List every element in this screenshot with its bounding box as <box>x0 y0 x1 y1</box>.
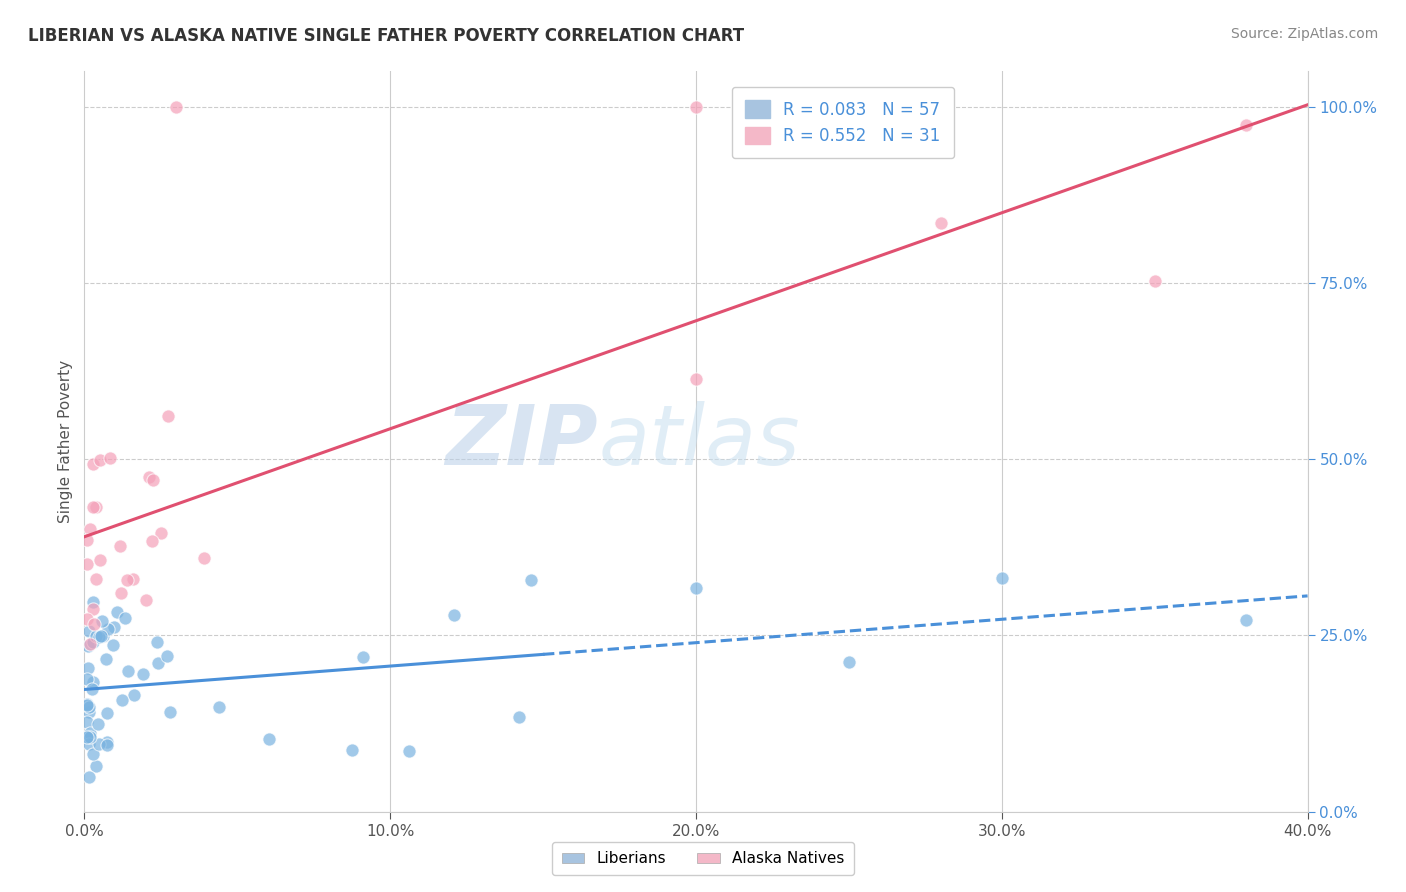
Point <box>398 744 420 758</box>
Text: atlas: atlas <box>598 401 800 482</box>
Point <box>96 622 118 636</box>
Point <box>79 737 101 751</box>
Point <box>838 656 860 670</box>
Point <box>77 770 100 784</box>
Point <box>89 737 111 751</box>
Point <box>208 699 231 714</box>
Point <box>929 216 952 230</box>
Point <box>76 661 98 675</box>
Point <box>1236 613 1258 627</box>
Point <box>96 739 118 753</box>
Point <box>146 656 169 670</box>
Point <box>87 630 110 644</box>
Point <box>76 672 98 686</box>
Point <box>89 453 111 467</box>
Point <box>76 730 98 744</box>
Point <box>146 635 169 649</box>
Point <box>991 571 1014 585</box>
Point <box>101 638 124 652</box>
Point <box>89 553 111 567</box>
Legend: Liberians, Alaska Natives: Liberians, Alaska Natives <box>553 842 853 875</box>
Point <box>84 629 107 643</box>
Text: ZIP: ZIP <box>446 401 598 482</box>
Point <box>76 730 98 744</box>
Point <box>77 639 100 653</box>
Point <box>82 595 104 609</box>
Point <box>76 557 98 571</box>
Legend: R = 0.083   N = 57, R = 0.552   N = 31: R = 0.083 N = 57, R = 0.552 N = 31 <box>731 87 953 159</box>
Point <box>87 717 110 731</box>
Point <box>141 533 163 548</box>
Point <box>352 649 374 664</box>
Point <box>135 593 157 607</box>
Point <box>105 605 128 619</box>
Point <box>77 700 100 714</box>
Point <box>82 675 104 690</box>
Point <box>142 473 165 487</box>
Point <box>90 629 112 643</box>
Point <box>114 610 136 624</box>
Point <box>84 500 107 514</box>
Point <box>77 705 100 719</box>
Point <box>79 522 101 536</box>
Point <box>193 551 215 566</box>
Point <box>103 620 125 634</box>
Text: Source: ZipAtlas.com: Source: ZipAtlas.com <box>1230 27 1378 41</box>
Point <box>98 450 121 465</box>
Point <box>82 500 104 515</box>
Point <box>76 715 98 730</box>
Point <box>83 616 105 631</box>
Point <box>1143 274 1166 288</box>
Point <box>91 628 114 642</box>
Point <box>508 709 530 723</box>
Y-axis label: Single Father Poverty: Single Father Poverty <box>58 360 73 523</box>
Point <box>685 372 707 386</box>
Point <box>80 681 103 696</box>
Point <box>96 706 118 721</box>
Point <box>149 526 172 541</box>
Point <box>685 100 707 114</box>
Point <box>76 698 98 712</box>
Point <box>91 615 114 629</box>
Point <box>77 624 100 638</box>
Point <box>132 667 155 681</box>
Point <box>159 705 181 719</box>
Point <box>138 470 160 484</box>
Point <box>84 572 107 586</box>
Point <box>79 726 101 740</box>
Point <box>685 582 707 596</box>
Text: LIBERIAN VS ALASKA NATIVE SINGLE FATHER POVERTY CORRELATION CHART: LIBERIAN VS ALASKA NATIVE SINGLE FATHER … <box>28 27 744 45</box>
Point <box>76 533 98 547</box>
Point <box>156 649 179 664</box>
Point <box>82 601 104 615</box>
Point <box>165 100 187 114</box>
Point <box>115 573 138 587</box>
Point <box>117 664 139 678</box>
Point <box>122 688 145 702</box>
Point <box>76 697 98 711</box>
Point <box>84 759 107 773</box>
Point <box>157 409 180 423</box>
Point <box>520 574 543 588</box>
Point <box>1236 118 1258 132</box>
Point <box>82 458 104 472</box>
Point <box>76 611 98 625</box>
Point <box>259 731 281 746</box>
Point <box>96 734 118 748</box>
Point <box>108 539 131 553</box>
Point <box>121 572 143 586</box>
Point <box>342 743 364 757</box>
Point <box>82 747 104 762</box>
Point <box>82 635 104 649</box>
Point <box>110 586 132 600</box>
Point <box>79 637 101 651</box>
Point <box>79 731 101 745</box>
Point <box>111 692 134 706</box>
Point <box>443 607 465 622</box>
Point <box>96 651 118 665</box>
